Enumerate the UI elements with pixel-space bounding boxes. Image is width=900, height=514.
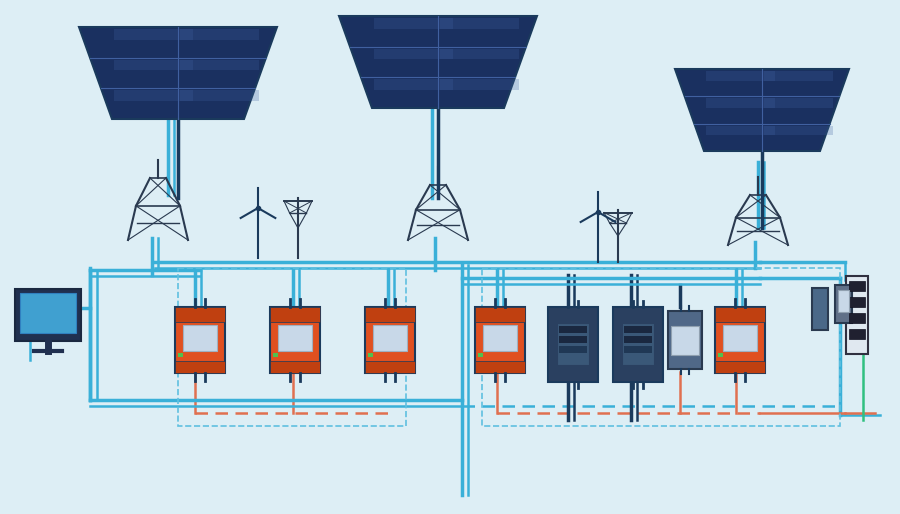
Bar xyxy=(838,290,849,312)
Bar xyxy=(715,307,765,322)
Bar xyxy=(559,346,587,354)
Bar xyxy=(20,292,76,333)
Bar xyxy=(835,285,852,323)
Bar xyxy=(557,323,590,364)
Bar xyxy=(175,307,225,322)
Bar xyxy=(374,18,453,29)
Bar xyxy=(706,71,775,81)
Bar xyxy=(624,336,652,343)
Bar xyxy=(849,329,865,339)
Bar xyxy=(475,307,525,373)
Bar xyxy=(723,325,757,351)
Bar xyxy=(715,307,765,373)
Bar xyxy=(706,98,775,108)
Polygon shape xyxy=(339,16,537,108)
Bar xyxy=(180,29,258,40)
Bar xyxy=(482,268,840,426)
Bar xyxy=(624,346,652,354)
Bar xyxy=(440,18,518,29)
Polygon shape xyxy=(675,69,849,151)
Bar xyxy=(548,306,598,381)
Bar xyxy=(475,307,525,322)
Bar xyxy=(373,325,407,351)
Bar xyxy=(374,49,453,60)
Bar xyxy=(180,60,258,70)
Bar xyxy=(622,323,654,364)
Bar xyxy=(846,276,868,354)
Bar xyxy=(365,361,415,373)
Bar xyxy=(475,361,525,373)
Bar xyxy=(559,336,587,343)
Bar xyxy=(812,288,828,330)
Bar xyxy=(706,125,775,135)
Bar xyxy=(624,326,652,334)
Bar xyxy=(273,353,278,357)
Bar xyxy=(175,361,225,373)
Bar xyxy=(15,289,81,341)
Bar xyxy=(849,297,865,307)
Bar xyxy=(668,311,702,369)
Bar xyxy=(718,353,723,357)
Bar xyxy=(114,60,193,70)
Bar xyxy=(764,98,833,108)
Bar xyxy=(849,281,865,291)
Bar xyxy=(764,71,833,81)
Bar xyxy=(365,307,415,373)
Bar xyxy=(613,306,663,381)
Bar xyxy=(175,307,225,373)
Bar xyxy=(278,325,312,351)
Bar xyxy=(440,79,518,90)
Bar xyxy=(270,307,320,373)
Bar xyxy=(180,90,258,101)
Bar xyxy=(559,326,587,334)
Bar xyxy=(270,361,320,373)
Bar xyxy=(764,125,833,135)
Bar xyxy=(374,79,453,90)
Bar xyxy=(483,325,517,351)
Bar xyxy=(715,361,765,373)
Bar xyxy=(114,90,193,101)
Polygon shape xyxy=(79,27,277,119)
Bar xyxy=(178,353,183,357)
Bar xyxy=(478,353,483,357)
Bar xyxy=(671,325,699,355)
Bar xyxy=(178,268,406,426)
Bar xyxy=(849,313,865,323)
Bar xyxy=(365,307,415,322)
Bar xyxy=(368,353,373,357)
Bar xyxy=(183,325,217,351)
Bar xyxy=(440,49,518,60)
Bar xyxy=(114,29,193,40)
Bar xyxy=(270,307,320,322)
